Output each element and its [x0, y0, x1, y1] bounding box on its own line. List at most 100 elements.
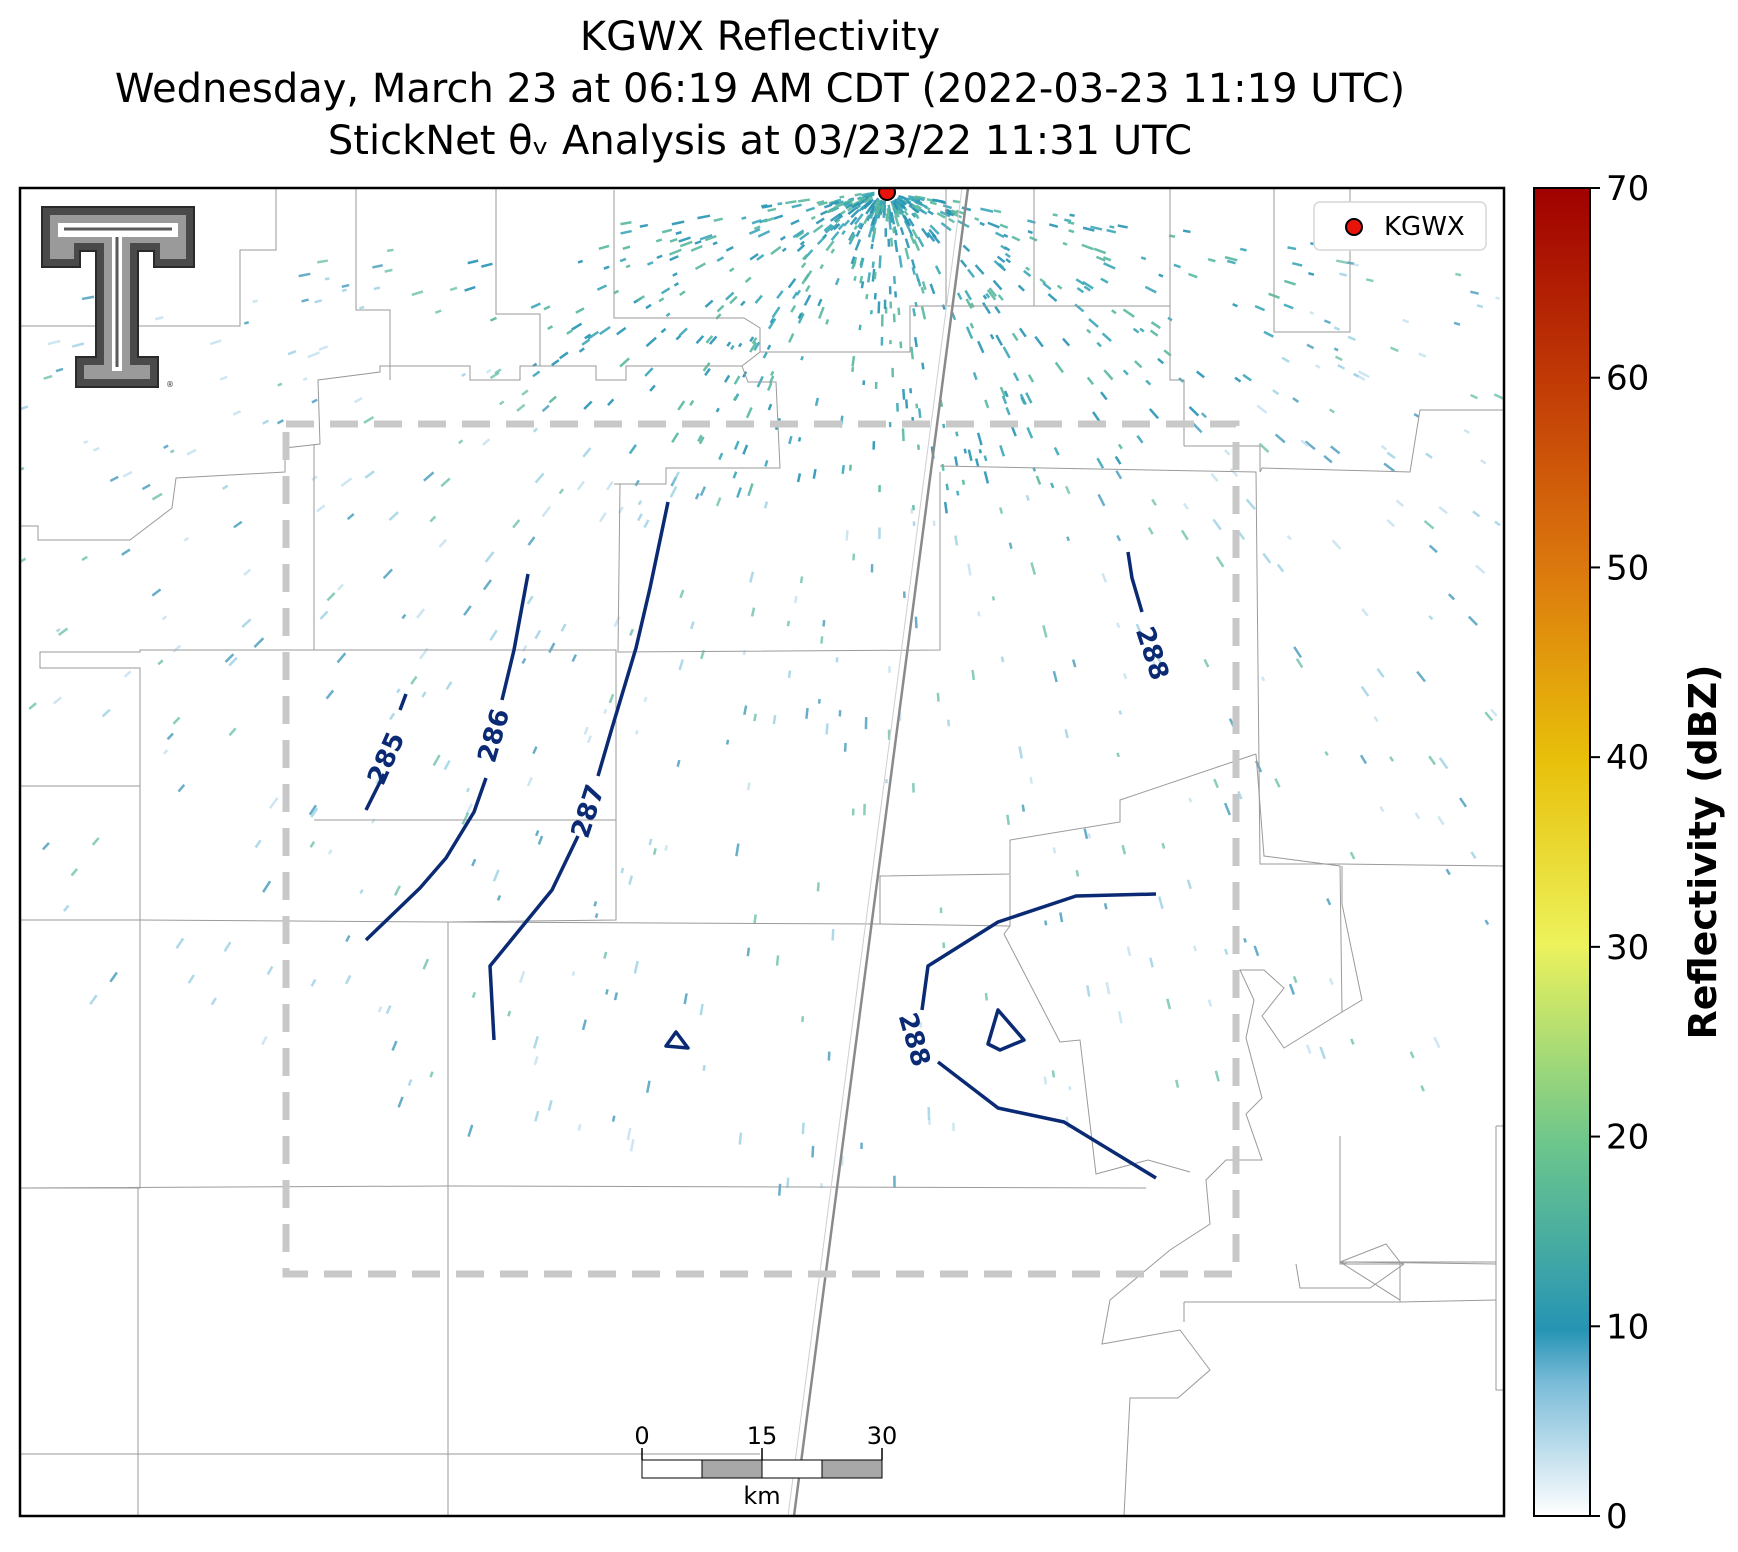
reflectivity-echo	[994, 305, 1001, 314]
reflectivity-echo	[210, 997, 217, 1006]
reflectivity-echo	[1260, 676, 1266, 682]
map-subtitle-analysis: StickNet θᵥ Analysis at 03/23/22 11:31 U…	[327, 118, 1193, 164]
reflectivity-echo	[870, 199, 877, 208]
reflectivity-echo	[895, 202, 905, 214]
reflectivity-echo	[583, 400, 593, 410]
reflectivity-echo	[1122, 308, 1135, 318]
reflectivity-echo	[909, 388, 913, 394]
reflectivity-echo	[534, 472, 545, 484]
reflectivity-echo	[481, 262, 493, 268]
reflectivity-echo	[489, 316, 498, 322]
reflectivity-echo	[1018, 327, 1027, 338]
reflectivity-echo	[1111, 309, 1117, 315]
reflectivity-echo	[744, 276, 752, 284]
reflectivity-echo	[999, 223, 1009, 229]
reflectivity-echo	[697, 214, 711, 220]
reflectivity-echo	[486, 368, 492, 374]
reflectivity-echo	[1052, 847, 1057, 854]
reflectivity-echo	[980, 207, 994, 213]
reflectivity-echo	[797, 437, 802, 442]
reflectivity-echo	[892, 227, 896, 234]
reflectivity-echo	[824, 224, 835, 234]
reflectivity-echo	[773, 214, 784, 220]
reflectivity-echo	[1026, 427, 1034, 439]
reflectivity-echo	[1100, 277, 1109, 284]
reflectivity-echo	[910, 346, 915, 360]
colorbar-ticks: 0 10 20 30 40 50 60 70	[1590, 169, 1649, 1537]
reflectivity-echo	[521, 389, 529, 396]
reflectivity-echo	[1329, 408, 1336, 414]
reflectivity-echo	[1151, 498, 1157, 506]
reflectivity-echo	[391, 1040, 398, 1052]
reflectivity-echo	[1455, 272, 1462, 277]
reflectivity-echo	[716, 304, 725, 313]
reflectivity-echo	[750, 607, 756, 617]
reflectivity-echo	[936, 692, 940, 702]
reflectivity-echo	[1157, 896, 1164, 910]
reflectivity-echo	[634, 729, 639, 735]
reflectivity-echo	[921, 227, 930, 239]
reflectivity-echo	[825, 318, 830, 325]
reflectivity-echo	[743, 705, 748, 716]
reflectivity-echo	[655, 238, 663, 243]
reflectivity-echo	[432, 754, 441, 767]
reflectivity-echo	[999, 445, 1006, 457]
reflectivity-echo	[944, 210, 955, 217]
reflectivity-echo	[1480, 459, 1487, 465]
reflectivity-echo	[671, 471, 680, 484]
reflectivity-echo	[908, 197, 918, 203]
reflectivity-echo	[1025, 266, 1031, 272]
reflectivity-echo	[324, 277, 330, 281]
reflectivity-echo	[841, 464, 845, 474]
colorbar-tick-label: 20	[1606, 1118, 1649, 1158]
reflectivity-echo	[790, 219, 800, 226]
reflectivity-echo	[767, 318, 777, 330]
reflectivity-echo	[1017, 284, 1025, 292]
reflectivity-echo	[984, 399, 990, 409]
reflectivity-echo	[613, 992, 619, 1001]
reflectivity-echo	[665, 312, 671, 318]
reflectivity-echo	[799, 240, 805, 246]
reflectivity-echo	[1180, 529, 1189, 541]
reflectivity-echo	[730, 344, 735, 351]
reflectivity-echo	[909, 234, 916, 245]
reflectivity-echo	[830, 231, 840, 241]
contour-286b	[500, 573, 530, 701]
reflectivity-echo	[20, 466, 25, 473]
reflectivity-echo	[843, 219, 850, 227]
reflectivity-echo	[489, 371, 500, 380]
reflectivity-echo	[166, 732, 174, 741]
reflectivity-echo	[826, 208, 834, 214]
reflectivity-echo	[977, 340, 985, 354]
reflectivity-echo	[537, 835, 544, 845]
reflectivity-echo	[1117, 224, 1128, 229]
reflectivity-echo	[737, 342, 743, 348]
reflectivity-echo	[874, 199, 882, 210]
reflectivity-echo	[892, 201, 899, 210]
legend-marker-kgwx	[1345, 218, 1363, 236]
reflectivity-echo	[1116, 622, 1121, 629]
reflectivity-echo	[825, 723, 829, 735]
reflectivity-echo	[1023, 269, 1032, 278]
reflectivity-echo	[1306, 343, 1315, 350]
reflectivity-echo	[187, 974, 195, 984]
reflectivity-echo	[885, 213, 889, 222]
reflectivity-echo	[1173, 263, 1181, 269]
map-panel: 285 286 287 288 288 ® KGWX	[20, 188, 1504, 1516]
reflectivity-echo	[1437, 815, 1445, 826]
reflectivity-echo	[678, 236, 691, 243]
reflectivity-echo	[71, 342, 85, 348]
reflectivity-echo	[311, 398, 318, 404]
reflectivity-echo	[878, 255, 882, 269]
reflectivity-echo	[644, 367, 654, 377]
reflectivity-echo	[346, 513, 355, 521]
reflectivity-echo	[880, 205, 885, 213]
reflectivity-echo	[796, 473, 802, 483]
texas-tech-logo: ®	[41, 206, 195, 389]
reflectivity-echo	[1135, 623, 1143, 637]
reflectivity-echo	[936, 212, 946, 219]
reflectivity-echo	[897, 195, 904, 201]
reflectivity-echo	[878, 485, 881, 493]
reflectivity-echo	[314, 299, 323, 304]
reflectivity-echo	[646, 261, 654, 266]
